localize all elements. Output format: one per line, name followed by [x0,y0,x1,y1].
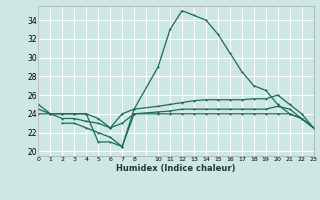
X-axis label: Humidex (Indice chaleur): Humidex (Indice chaleur) [116,164,236,173]
